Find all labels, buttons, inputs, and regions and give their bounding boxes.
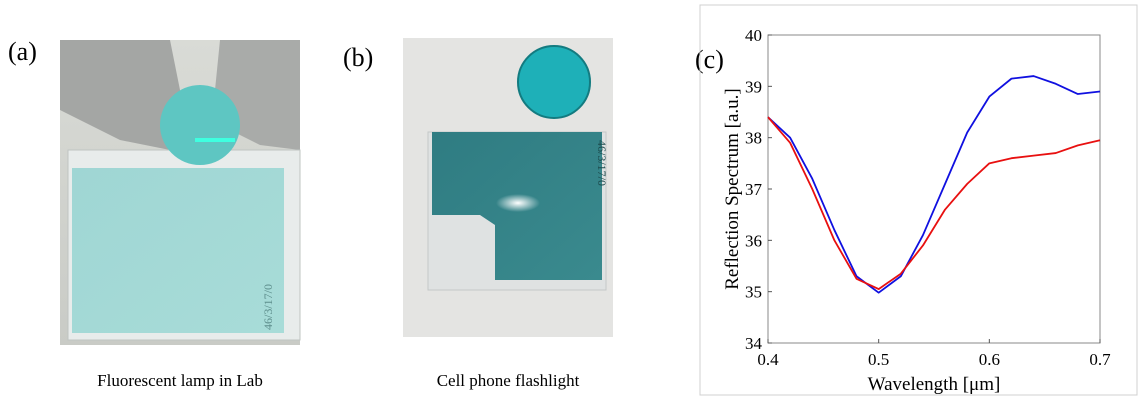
y-tick-label: 36 (745, 231, 762, 250)
x-tick-label: 0.5 (868, 350, 889, 369)
y-tick-label: 39 (745, 77, 762, 96)
y-tick-label: 37 (745, 180, 763, 199)
panel-label: (b) (343, 43, 373, 72)
chart-frame (700, 5, 1137, 395)
caption: Fluorescent lamp in Lab (97, 371, 263, 390)
figure: 46/3/17/0 46/3/17/0 (a) (b) (c) Fluoresc… (0, 0, 1147, 400)
x-tick-label: 0.6 (979, 350, 1000, 369)
line (768, 76, 1100, 293)
photo-b: 46/3/17/0 (403, 38, 613, 337)
x-tick-label: 0.4 (757, 350, 779, 369)
y-tick-label: 40 (745, 26, 762, 45)
caption: Cell phone flashlight (437, 371, 580, 390)
x-tick-label: 0.7 (1089, 350, 1111, 369)
photo-stamp: 46/3/17/0 (595, 140, 609, 186)
panel-label: (c) (695, 45, 724, 74)
photo-stamp: 46/3/17/0 (261, 284, 275, 330)
y-tick-label: 35 (745, 283, 762, 302)
y-axis-label: Reflection Spectrum [a.u.] (722, 88, 743, 290)
line (768, 117, 1100, 289)
panel-label: (a) (8, 37, 37, 66)
y-tick-label: 38 (745, 129, 762, 148)
x-axis-label: Wavelength [μm] (868, 374, 1001, 395)
photo-a: 46/3/17/0 (60, 40, 300, 345)
